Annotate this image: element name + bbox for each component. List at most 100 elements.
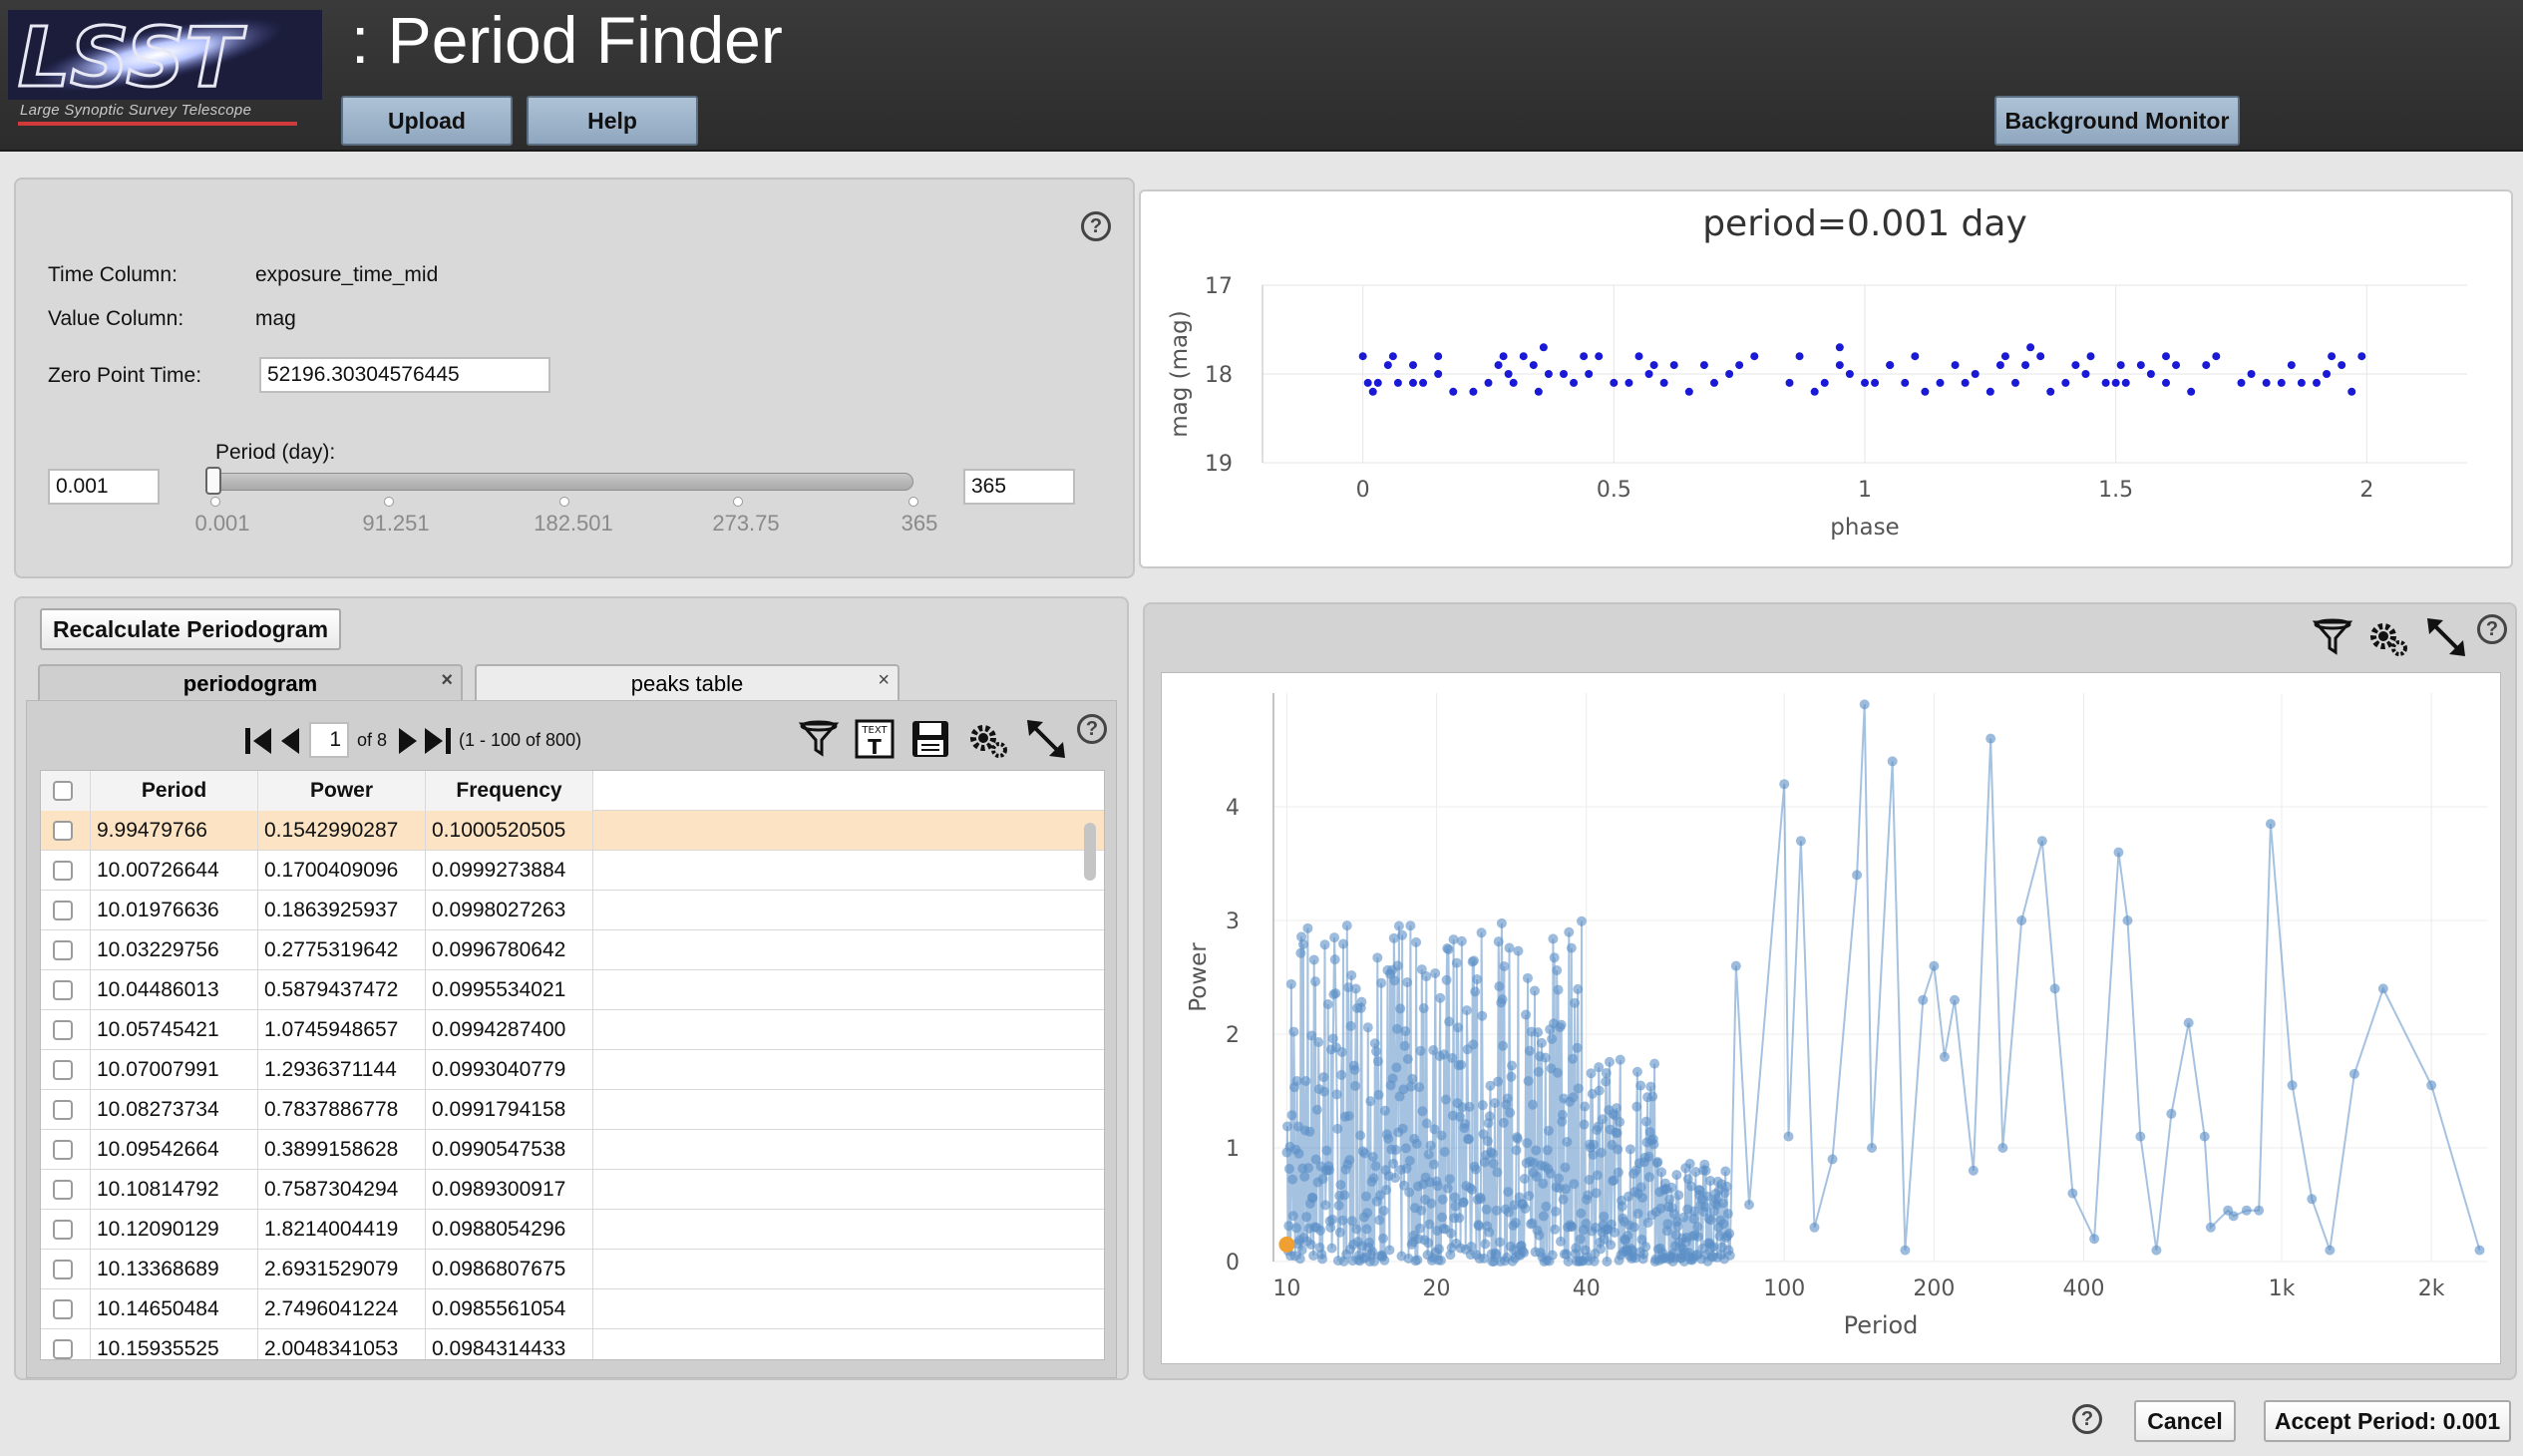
cancel-button[interactable]: Cancel (2134, 1400, 2236, 1442)
row-checkbox[interactable] (53, 1100, 73, 1120)
cell-period: 10.15935525 (91, 1329, 258, 1359)
cell-period: 10.12090129 (91, 1210, 258, 1250)
periodogram-point (2205, 1222, 2216, 1233)
tab-periodogram[interactable]: periodogram × (38, 664, 463, 702)
column-header-power[interactable]: Power (258, 771, 426, 811)
help-button[interactable]: Help (527, 96, 698, 146)
close-tab-icon[interactable]: × (441, 669, 453, 691)
cell-frequency: 0.0985561054 (426, 1289, 593, 1329)
row-checkbox[interactable] (53, 1060, 73, 1080)
next-page-icon[interactable] (395, 724, 421, 758)
periodogram-point (1640, 1242, 1651, 1253)
table-row[interactable]: 10.14650484 2.7496041224 0.0985561054 (41, 1289, 1104, 1329)
params-help-icon[interactable]: ? (1081, 211, 1111, 241)
table-scrollbar[interactable] (1084, 823, 1096, 881)
close-tab-icon[interactable]: × (878, 669, 890, 691)
periodogram-point (1436, 1130, 1447, 1141)
row-checkbox[interactable] (53, 1260, 73, 1279)
row-checkbox[interactable] (53, 980, 73, 1000)
background-monitor-button[interactable]: Background Monitor (1994, 96, 2240, 146)
periodogram-point (1601, 1076, 1612, 1087)
periodogram-point (1468, 955, 1479, 966)
page-number-input[interactable] (309, 722, 349, 758)
row-checkbox[interactable] (53, 1339, 73, 1359)
chart-expand-icon[interactable] (2425, 616, 2467, 658)
zero-point-input[interactable] (259, 357, 550, 393)
periodogram-point (2241, 1205, 2252, 1216)
row-checkbox[interactable] (53, 861, 73, 881)
scatter-point (1358, 352, 1367, 361)
periodogram-point (1568, 1053, 1579, 1064)
x-tick-label: 10 (1272, 1276, 1300, 1301)
row-checkbox[interactable] (53, 821, 73, 841)
table-row[interactable]: 10.05745421 1.0745948657 0.0994287400 (41, 1010, 1104, 1050)
periodogram-point (1435, 992, 1446, 1003)
table-row[interactable]: 10.09542664 0.3899158628 0.0990547538 (41, 1130, 1104, 1170)
chart-filter-icon[interactable] (2312, 616, 2353, 658)
periodogram-point (1533, 1027, 1544, 1038)
periodogram-point (1287, 1174, 1298, 1185)
row-checkbox[interactable] (53, 1299, 73, 1319)
row-checkbox[interactable] (53, 940, 73, 960)
footer-help-icon[interactable]: ? (2072, 1404, 2102, 1434)
period-slider-track[interactable] (211, 473, 913, 491)
chart-help-icon[interactable]: ? (2477, 614, 2507, 644)
cell-power: 1.0745948657 (258, 1010, 426, 1050)
table-row[interactable]: 10.03229756 0.2775319642 0.0996780642 (41, 930, 1104, 970)
table-row[interactable]: 10.13368689 2.6931529079 0.0986807675 (41, 1250, 1104, 1289)
periodogram-point (1381, 1185, 1392, 1196)
chart-settings-icon[interactable] (2367, 616, 2409, 658)
periodogram-point (1563, 1256, 1574, 1267)
scatter-point (1710, 378, 1718, 387)
column-header-frequency[interactable]: Frequency (426, 771, 593, 811)
prev-page-icon[interactable] (277, 724, 303, 758)
upload-button[interactable]: Upload (341, 96, 513, 146)
filter-icon[interactable] (798, 718, 840, 760)
table-row[interactable]: 10.08273734 0.7837886778 0.0991794158 (41, 1090, 1104, 1130)
table-row[interactable]: 10.15935525 2.0048341053 0.0984314433 (41, 1329, 1104, 1359)
scatter-point (2262, 378, 2271, 387)
table-row[interactable]: 10.12090129 1.8214004419 0.0988054296 (41, 1210, 1104, 1250)
accept-period-button[interactable]: Accept Period: 0.001 (2264, 1400, 2511, 1442)
periodogram-point (1588, 1149, 1599, 1160)
table-help-icon[interactable]: ? (1077, 714, 1107, 744)
table-row[interactable]: 10.04486013 0.5879437472 0.0995534021 (41, 970, 1104, 1010)
periodogram-point (1437, 1194, 1448, 1205)
row-checkbox[interactable] (53, 1140, 73, 1160)
scatter-point (1886, 361, 1895, 370)
save-icon[interactable] (909, 718, 951, 760)
cell-frequency: 0.0986807675 (426, 1250, 593, 1289)
table-row[interactable]: 9.99479766 0.1542990287 0.1000520505 (41, 811, 1104, 851)
table-row[interactable]: 10.00726644 0.1700409096 0.0999273884 (41, 851, 1104, 891)
column-header-period[interactable]: Period (91, 771, 258, 811)
expand-icon[interactable] (1025, 718, 1067, 760)
last-page-icon[interactable] (421, 724, 457, 758)
periodogram-point (1522, 972, 1533, 983)
periodogram-point (1498, 1040, 1509, 1051)
row-checkbox[interactable] (53, 1180, 73, 1200)
select-all-checkbox[interactable] (53, 781, 73, 801)
periodogram-point (1689, 1206, 1700, 1217)
periodogram-table: Period Power Frequency 9.99479766 0.15429… (40, 770, 1105, 1360)
settings-icon[interactable] (967, 718, 1009, 760)
period-max-input[interactable] (963, 469, 1075, 505)
table-row[interactable]: 10.01976636 0.1863925937 0.0998027263 (41, 891, 1104, 930)
first-page-icon[interactable] (243, 724, 279, 758)
scatter-point (1373, 378, 1382, 387)
row-checkbox[interactable] (53, 1020, 73, 1040)
row-checkbox[interactable] (53, 1220, 73, 1240)
table-row[interactable]: 10.10814792 0.7587304294 0.0989300917 (41, 1170, 1104, 1210)
period-slider-handle[interactable] (205, 467, 221, 495)
table-row[interactable]: 10.07007991 1.2936371144 0.0993040779 (41, 1050, 1104, 1090)
selected-period-point[interactable] (1278, 1236, 1295, 1253)
period-min-input[interactable] (48, 469, 160, 505)
tab-peaks-table[interactable]: peaks table × (475, 664, 900, 702)
recalculate-periodogram-button[interactable]: Recalculate Periodogram (40, 608, 341, 650)
x-tick-label: 40 (1573, 1276, 1601, 1301)
periodogram-point (1302, 922, 1313, 933)
cell-period: 10.01976636 (91, 891, 258, 930)
periodogram-point (1308, 954, 1319, 965)
periodogram-point (1672, 1221, 1683, 1232)
row-checkbox[interactable] (53, 901, 73, 920)
